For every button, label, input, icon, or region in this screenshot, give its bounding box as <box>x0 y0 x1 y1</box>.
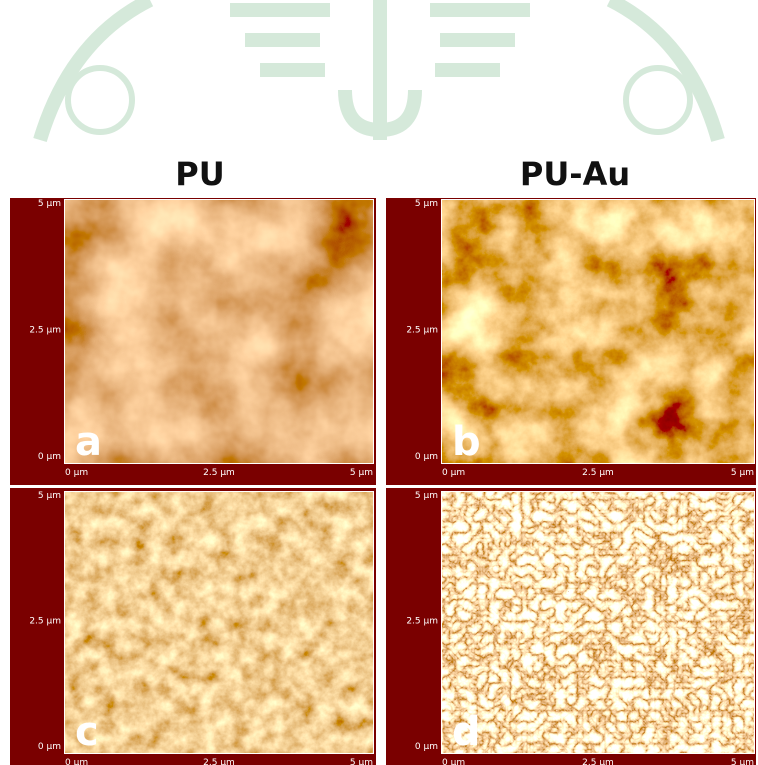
x-axis-label: 2.5 µm <box>582 468 614 478</box>
y-axis-label: 0 µm <box>415 742 438 752</box>
panels: 5 µm 2.5 µm 0 µm 0 µm 2.5 µm 5 µm a 5 µm 2.5 µm 0… <box>10 198 756 765</box>
panel-letter: b <box>452 419 481 465</box>
y-axis-label: 5 µm <box>38 199 61 209</box>
y-axis-label: 2.5 µm <box>406 326 438 336</box>
x-axis-label: 0 µm <box>65 468 88 478</box>
afm-panel: 5 µm 2.5 µm 0 µm 0 µm 2.5 µm 5 µm d <box>386 488 756 765</box>
watermark <box>40 0 718 140</box>
afm-image <box>65 492 373 753</box>
x-axis-label: 2.5 µm <box>203 468 235 478</box>
y-axis-label: 0 µm <box>415 452 438 462</box>
y-axis-label: 2.5 µm <box>29 326 61 336</box>
x-axis-label: 0 µm <box>442 468 465 478</box>
y-axis-label: 5 µm <box>415 199 438 209</box>
x-axis-label: 5 µm <box>350 468 373 478</box>
watermark-flower <box>626 68 690 132</box>
afm-image <box>442 200 754 463</box>
afm-image <box>442 492 754 753</box>
panel-letter: c <box>75 709 99 755</box>
y-axis-label: 0 µm <box>38 742 61 752</box>
x-axis-label: 5 µm <box>731 758 754 765</box>
y-axis-label: 5 µm <box>415 491 438 501</box>
y-axis-label: 5 µm <box>38 491 61 501</box>
watermark-flower <box>68 68 132 132</box>
afm-image <box>65 200 373 463</box>
afm-panel: 5 µm 2.5 µm 0 µm 0 µm 2.5 µm 5 µm b <box>386 198 756 485</box>
x-axis-label: 2.5 µm <box>582 758 614 765</box>
column-title: PU-Au <box>520 155 630 193</box>
panel-letter: d <box>452 709 481 755</box>
y-axis-label: 2.5 µm <box>29 617 61 627</box>
x-axis-label: 2.5 µm <box>203 758 235 765</box>
afm-panel: 5 µm 2.5 µm 0 µm 0 µm 2.5 µm 5 µm c <box>10 488 376 765</box>
x-axis-label: 5 µm <box>731 468 754 478</box>
y-axis-label: 0 µm <box>38 452 61 462</box>
x-axis-label: 0 µm <box>442 758 465 765</box>
x-axis-label: 0 µm <box>65 758 88 765</box>
y-axis-label: 2.5 µm <box>406 617 438 627</box>
panel-letter: a <box>75 419 102 465</box>
x-axis-label: 5 µm <box>350 758 373 765</box>
watermark-emblem <box>345 0 415 140</box>
afm-panel: 5 µm 2.5 µm 0 µm 0 µm 2.5 µm 5 µm a <box>10 198 376 485</box>
figure: PU PU-Au 5 µm2.5 µm0 µm0 µm2.5 µm5 µma5 … <box>0 0 758 765</box>
column-title: PU <box>175 155 224 193</box>
